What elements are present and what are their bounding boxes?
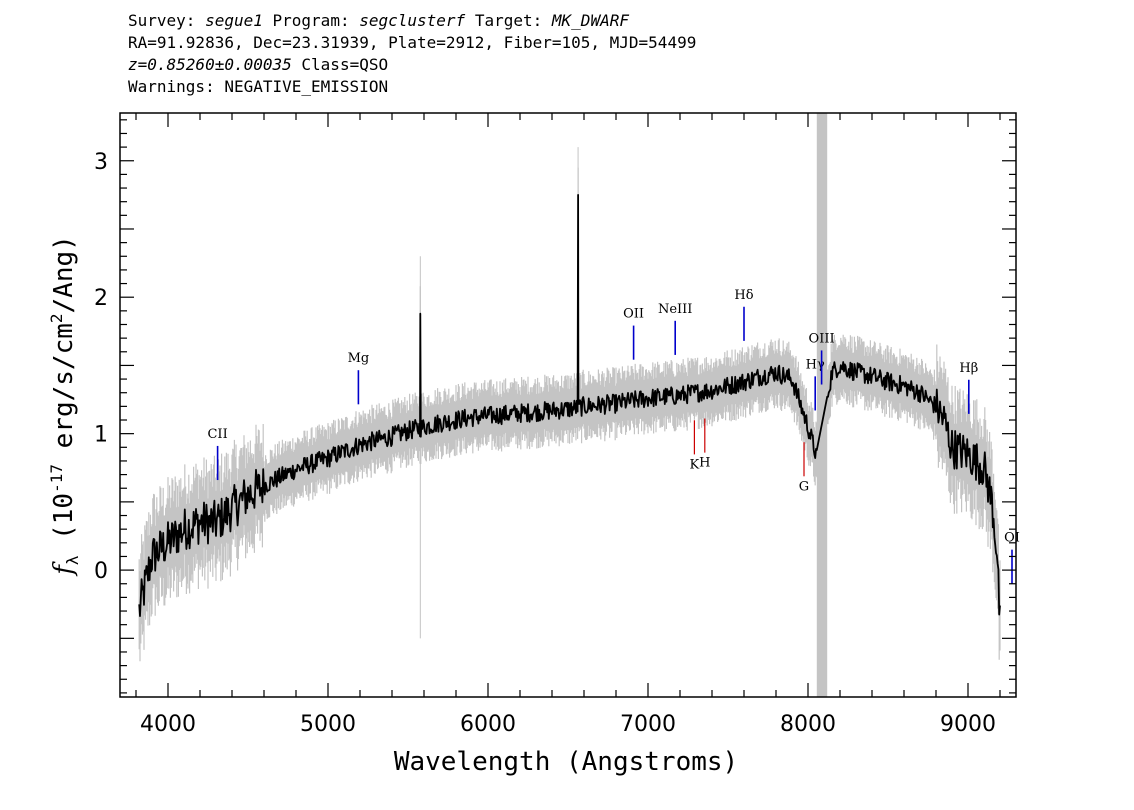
header-line-2: RA=91.92836, Dec=23.31939, Plate=2912, F…	[128, 33, 697, 52]
header-line-1: Survey: segue1 Program: segclusterf Targ…	[128, 10, 696, 32]
program-label: Program:	[272, 11, 350, 30]
y-tick-label-2: 2	[94, 286, 108, 311]
emission-label-NeIII-7170: NeIII	[658, 302, 692, 317]
absorption-label-G-7975: G	[799, 479, 809, 494]
x-axis-title: Wavelength (Angstroms)	[394, 747, 738, 777]
redshift-value: z=0.85260±0.00035	[128, 55, 292, 74]
header-line-3: z=0.85260±0.00035 Class=QSO	[128, 54, 696, 76]
x-tick-label-9000: 9000	[940, 712, 996, 737]
y-tick-label-3: 3	[94, 150, 108, 175]
absorption-label-H-7355: H	[699, 456, 710, 471]
x-tick-label-8000: 8000	[780, 712, 836, 737]
target-value: MK_DWARF	[551, 11, 629, 30]
x-tick-label-4000: 4000	[140, 712, 196, 737]
y-tick-label-1: 1	[94, 423, 108, 448]
flux-line-layer	[138, 194, 1001, 617]
x-tick-label-7000: 7000	[620, 712, 676, 737]
target-label: Target:	[474, 11, 543, 30]
survey-value: segue1	[205, 11, 263, 30]
survey-label: Survey:	[128, 11, 196, 30]
emission-label-H-7600: Hδ	[734, 288, 753, 303]
emission-label-CII-4310: CII	[207, 427, 227, 442]
header-line-4: Warnings: NEGATIVE_EMISSION	[128, 77, 389, 96]
plot-frame	[119, 112, 1017, 698]
x-tick-label-6000: 6000	[460, 712, 516, 737]
emission-label-OII-6910: OII	[623, 307, 644, 322]
class-value: Class=QSO	[301, 55, 389, 74]
y-axis-title-text: fλ (10-17 erg/s/cm2/Ang)	[47, 235, 82, 577]
x-tick-label-5000: 5000	[300, 712, 356, 737]
program-value: segclusterf	[359, 11, 466, 30]
y-axis-title: fλ (10-17 erg/s/cm2/Ang)	[47, 235, 82, 577]
emission-label-Mg-5190: Mg	[348, 351, 370, 366]
y-tick-label-0: 0	[94, 559, 108, 584]
absorption-label-K-7290: K	[690, 457, 700, 472]
axes-layer: 4000 5000 6000 7000 8000 9000 0 1 2 3	[94, 112, 1017, 737]
emission-label-OIII-8085: OIII	[809, 331, 835, 346]
emission-label-H-8045: Hγ	[806, 357, 825, 372]
emission-label-H-9005: Hβ	[959, 361, 978, 376]
flux-series-line	[138, 194, 1001, 617]
spectrum-header: Survey: segue1 Program: segclusterf Targ…	[128, 10, 696, 98]
